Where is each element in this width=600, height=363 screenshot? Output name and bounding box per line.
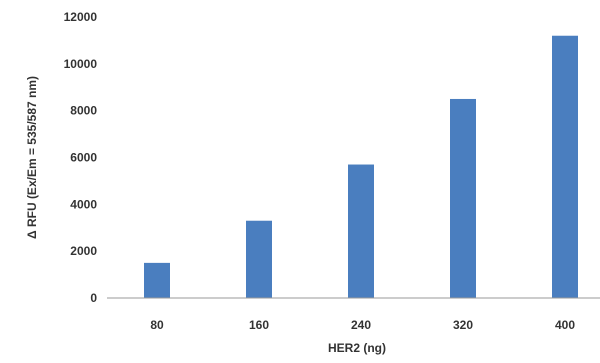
y-tick-label: 2000 [70,244,97,258]
x-tick-label: 240 [351,318,371,332]
x-tick-label: 80 [150,318,164,332]
y-tick-label: 12000 [64,10,98,24]
y-tick-label: 10000 [64,57,98,71]
bar [552,35,578,298]
y-tick-label: 8000 [70,104,97,118]
y-tick-label: 6000 [70,151,97,165]
y-axis-ticks: 0 2000 4000 6000 8000 10000 12000 [64,10,98,305]
y-axis-title: Δ RFU (Ex/Em = 535/587 nm) [25,76,39,239]
bar [246,220,272,298]
bars-group [144,35,578,298]
bar [348,164,374,298]
bar [144,262,170,298]
x-axis-title: HER2 (ng) [328,341,386,355]
x-axis-ticks: 80 160 240 320 400 [150,318,575,332]
x-tick-label: 400 [555,318,575,332]
y-tick-label: 0 [90,291,97,305]
y-tick-label: 4000 [70,197,97,211]
x-tick-label: 320 [453,318,473,332]
x-tick-label: 160 [249,318,269,332]
bar [450,98,476,298]
